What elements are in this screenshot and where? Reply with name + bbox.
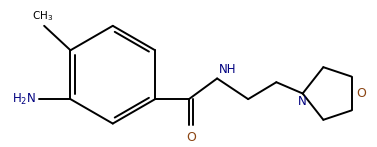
Text: CH$_3$: CH$_3$ [32, 9, 53, 23]
Text: O: O [186, 131, 196, 144]
Text: O: O [356, 87, 366, 100]
Text: H$_2$N: H$_2$N [12, 92, 36, 107]
Text: NH: NH [219, 63, 236, 76]
Text: N: N [298, 95, 307, 108]
